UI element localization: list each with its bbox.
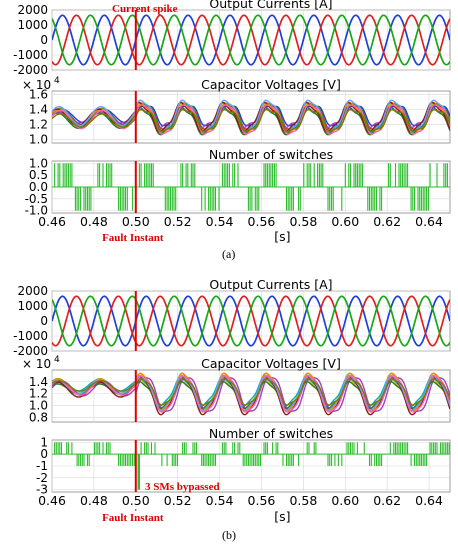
y-tick-label: -2000 bbox=[13, 63, 48, 77]
series-group bbox=[52, 295, 450, 347]
x-tick-label: 0.52 bbox=[164, 214, 192, 229]
current-series-3 bbox=[52, 295, 450, 347]
y-tick-label: 0.8 bbox=[29, 410, 48, 424]
x-tick-label: 0.58 bbox=[289, 214, 317, 229]
subplot-title: Number of switches bbox=[209, 426, 333, 441]
y-tick-label: -3 bbox=[36, 483, 48, 497]
y-tick-label: 1.2 bbox=[29, 117, 48, 131]
y-tick-label: -2 bbox=[36, 471, 48, 485]
y-tick-label: -1000 bbox=[13, 329, 48, 343]
subplot-title: Output Currents [A] bbox=[209, 277, 332, 292]
capacitor-series-6 bbox=[52, 376, 450, 412]
subplot-3: 10-1-2-3 Number of switches bbox=[36, 426, 451, 497]
y-tick-label: 1.2 bbox=[29, 387, 48, 401]
subplot-2: 1.61.41.21.0 Capacitor Voltages [V] × 10 4 bbox=[22, 76, 451, 146]
caption-b: (b) bbox=[222, 528, 236, 542]
x-tick-label: 0.50 bbox=[122, 214, 150, 229]
y-tick-label: -1 bbox=[36, 459, 48, 473]
y-tick-label: 1.4 bbox=[29, 103, 48, 117]
x-tick-label: 0.60 bbox=[331, 493, 359, 508]
x-tick-label: 0.48 bbox=[80, 493, 108, 508]
multiplier-exponent: 4 bbox=[54, 76, 60, 86]
x-tick-label: 0.56 bbox=[248, 214, 276, 229]
y-tick-label: 0.5 bbox=[29, 168, 48, 182]
x-tick-label: 0.60 bbox=[331, 214, 359, 229]
x-tick-label: 0.46 bbox=[38, 493, 66, 508]
subplot-3: 1.00.50.0-0.5-1.0 Number of switches bbox=[25, 147, 451, 218]
y-tick-label: 0 bbox=[40, 447, 48, 461]
subplot-2: 1.41.21.00.8 Capacitor Voltages [V] × 10 4 bbox=[22, 355, 451, 424]
y-tick-label: 0 bbox=[40, 314, 48, 328]
y-tick-label: -0.5 bbox=[25, 192, 48, 206]
series-group bbox=[52, 442, 450, 490]
fault-instant-label: Fault Instant bbox=[102, 232, 164, 244]
multiplier-label: × 10 bbox=[22, 357, 51, 371]
capacitor-series-10 bbox=[52, 99, 450, 133]
y-tick-label: 2000 bbox=[17, 3, 48, 17]
capacitor-series-11 bbox=[52, 375, 450, 413]
x-axis-label: [s] bbox=[274, 229, 290, 244]
y-tick-label: 1.0 bbox=[29, 156, 48, 170]
y-tick-label: -1.0 bbox=[25, 204, 48, 218]
multiplier-exponent: 4 bbox=[54, 355, 60, 365]
x-tick-label: 0.56 bbox=[248, 493, 276, 508]
y-tick-label: 1.0 bbox=[29, 398, 48, 412]
y-tick-label: -2000 bbox=[13, 344, 48, 358]
x-tick-label: 0.64 bbox=[415, 214, 443, 229]
x-tick-label: 0.62 bbox=[373, 214, 401, 229]
caption-a: (a) bbox=[222, 247, 236, 261]
series-group bbox=[52, 14, 450, 66]
y-tick-label: 1.4 bbox=[29, 375, 48, 389]
capacitor-series-12 bbox=[52, 108, 450, 133]
y-tick-label: 2000 bbox=[17, 284, 48, 298]
x-tick-label: 0.54 bbox=[206, 493, 234, 508]
x-axis-label: [s] bbox=[274, 509, 290, 524]
series-group bbox=[52, 372, 450, 416]
subplot-title: Capacitor Voltages [V] bbox=[201, 77, 341, 92]
x-tick-label: 0.48 bbox=[80, 214, 108, 229]
x-tick-label: 0.64 bbox=[415, 493, 443, 508]
bypass-label: 3 SMs bypassed bbox=[145, 481, 220, 493]
fault-instant-label: Fault Instant bbox=[102, 512, 164, 524]
capacitor-series-12 bbox=[52, 378, 450, 406]
series-group bbox=[52, 99, 450, 136]
y-tick-label: 0.0 bbox=[29, 180, 48, 194]
x-tick-label: 0.46 bbox=[38, 214, 66, 229]
multiplier-label: × 10 bbox=[22, 78, 51, 92]
y-tick-label: -1000 bbox=[13, 48, 48, 62]
y-tick-label: 1000 bbox=[17, 18, 48, 32]
y-tick-label: 0 bbox=[40, 33, 48, 47]
x-tick-label: 0.62 bbox=[373, 493, 401, 508]
x-tick-label: 0.54 bbox=[206, 214, 234, 229]
subplot-title: Number of switches bbox=[209, 147, 333, 162]
y-tick-label: 1000 bbox=[17, 299, 48, 313]
x-tick-label: 0.52 bbox=[164, 493, 192, 508]
x-tick-label: 0.50 bbox=[122, 493, 150, 508]
y-tick-label: 1.0 bbox=[29, 132, 48, 146]
current-spike-label: Current spike bbox=[112, 3, 178, 15]
y-tick-label: 1.6 bbox=[29, 88, 48, 102]
subplot-title: Output Currents [A] bbox=[209, 0, 332, 11]
y-tick-label: 1 bbox=[40, 435, 48, 449]
current-series-3 bbox=[52, 14, 450, 66]
x-tick-label: 0.58 bbox=[289, 493, 317, 508]
switch-pulses bbox=[54, 442, 450, 466]
subplot-title: Capacitor Voltages [V] bbox=[201, 356, 341, 371]
